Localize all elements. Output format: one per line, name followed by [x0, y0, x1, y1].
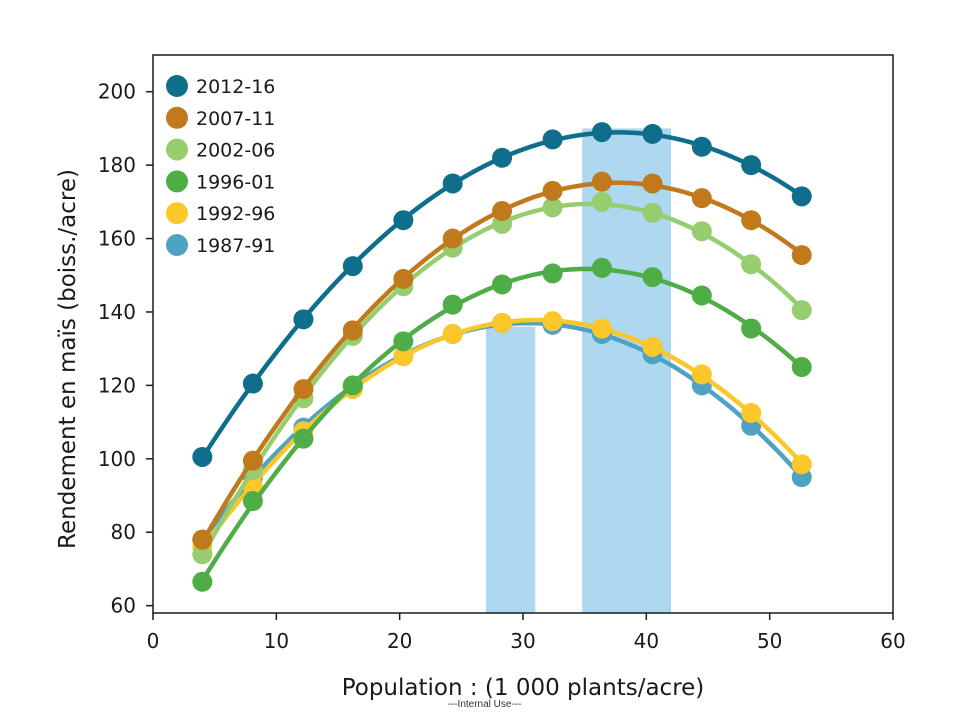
data-point [442, 324, 463, 344]
data-point [741, 318, 762, 339]
data-point [741, 155, 762, 176]
legend-marker [166, 234, 188, 256]
data-point [691, 364, 712, 385]
y-axis-title: Rendement en maïs (boiss./acre) [55, 169, 81, 549]
x-axis-title: Population : (1 000 plants/acre) [342, 675, 705, 701]
y-tick-label: 100 [98, 447, 136, 471]
data-point [591, 257, 612, 278]
data-point [342, 375, 363, 396]
data-point [393, 331, 414, 352]
y-tick-label: 160 [98, 227, 136, 251]
data-point [542, 311, 563, 332]
data-point [591, 318, 612, 339]
y-tick-label: 80 [111, 520, 136, 544]
legend-marker [166, 138, 188, 161]
data-point [691, 221, 712, 242]
data-point [442, 173, 463, 194]
data-point [791, 357, 812, 378]
data-point [192, 529, 213, 550]
data-point [192, 446, 213, 467]
data-point [293, 379, 314, 400]
data-point [591, 191, 612, 212]
data-point [242, 373, 263, 394]
data-point [293, 428, 314, 449]
y-tick-label: 200 [98, 80, 136, 104]
x-tick-label: 30 [510, 629, 535, 653]
data-point [192, 571, 213, 592]
data-point [542, 180, 563, 201]
data-point [642, 173, 663, 194]
data-point [342, 256, 363, 277]
y-tick-label: 180 [98, 153, 136, 177]
data-point [791, 245, 812, 266]
data-point [293, 309, 314, 330]
series-2007-11 [192, 171, 812, 550]
legend-label: 2007-11 [196, 108, 275, 130]
data-point [393, 346, 414, 367]
data-point [642, 123, 663, 144]
legend-label: 1992-96 [196, 203, 275, 225]
data-point [393, 268, 414, 289]
data-point [192, 544, 213, 565]
legend: 2012-16 2007-11 2002-06 1996-01 1992-96 1987-… [166, 75, 275, 257]
data-point [442, 294, 463, 315]
x-tick-label: 0 [147, 629, 160, 653]
x-tick-label: 60 [880, 629, 905, 653]
highlight-band-1 [486, 326, 536, 613]
y-tick-label: 60 [111, 594, 136, 618]
x-axis: 0 10 20 30 40 50 60 [147, 613, 906, 653]
data-point [342, 320, 363, 341]
data-point [393, 210, 414, 231]
data-point [691, 136, 712, 157]
data-point [741, 254, 762, 275]
series-layer [192, 122, 812, 592]
data-point [492, 312, 513, 333]
x-tick-label: 50 [757, 629, 782, 653]
data-point [242, 450, 263, 471]
data-point [691, 285, 712, 306]
footer-label: ---Internal Use--- [447, 699, 522, 710]
data-point [791, 300, 812, 321]
legend-label: 2002-06 [196, 140, 275, 162]
legend-label: 1987-91 [196, 235, 275, 257]
data-point [542, 263, 563, 284]
x-tick-label: 10 [264, 629, 289, 653]
data-point [642, 267, 663, 288]
data-point [591, 171, 612, 192]
data-point [691, 188, 712, 209]
y-axis: 60 80 100 120 140 160 180 200 [98, 80, 153, 618]
series-1996-01 [192, 257, 812, 592]
data-point [242, 491, 263, 512]
data-point [591, 122, 612, 143]
legend-label: 1996-01 [196, 171, 275, 193]
data-point [442, 228, 463, 249]
highlight-bands [486, 128, 671, 613]
data-point [741, 210, 762, 231]
data-point [642, 336, 663, 357]
y-tick-label: 140 [98, 300, 136, 324]
legend-marker [166, 106, 188, 129]
data-point [492, 201, 513, 222]
legend-marker [166, 170, 188, 193]
data-point [642, 202, 663, 223]
data-point [542, 197, 563, 218]
y-tick-label: 120 [98, 373, 136, 397]
data-point [542, 129, 563, 150]
x-tick-label: 20 [387, 629, 412, 653]
data-point [492, 274, 513, 295]
data-point [741, 402, 762, 423]
legend-marker [166, 202, 188, 225]
x-tick-label: 40 [634, 629, 659, 653]
data-point [791, 186, 812, 207]
legend-marker [166, 75, 188, 97]
series-2012-16 [192, 122, 812, 467]
legend-label: 2012-16 [196, 76, 275, 98]
data-point [492, 147, 513, 168]
data-point [791, 454, 812, 475]
